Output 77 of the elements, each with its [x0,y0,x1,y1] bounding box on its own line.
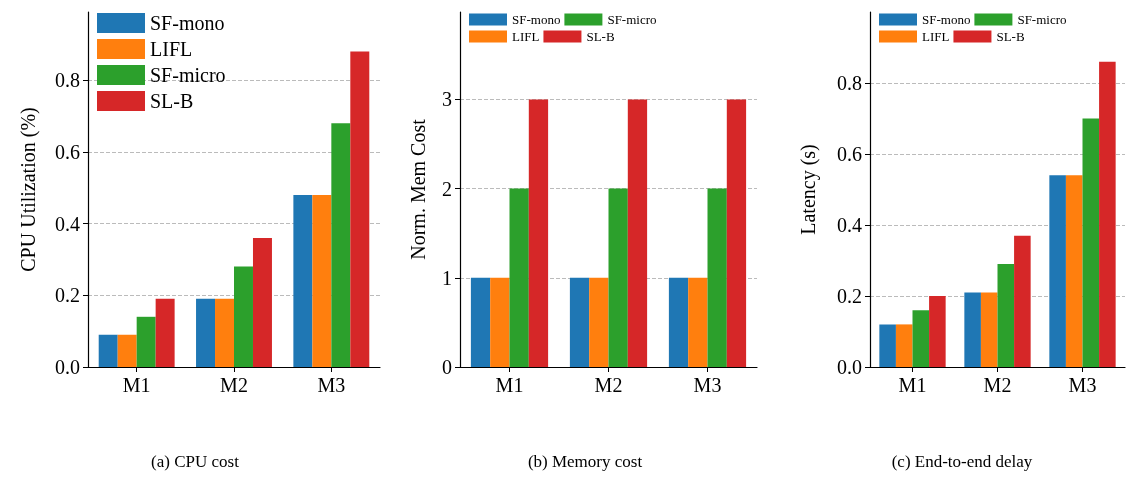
legend-label: SL-B [996,29,1025,44]
legend-label: LIFL [150,38,193,60]
bar [1065,175,1083,367]
x-tick-label: M2 [594,374,623,396]
x-tick-label: M2 [220,374,248,396]
bar [252,237,272,367]
x-tick-label: M2 [983,374,1012,396]
bar [929,296,946,367]
x-tick-label: M3 [317,374,346,396]
bar [964,292,981,367]
legend-label: SF-mono [922,12,971,27]
y-tick-label: 0 [442,356,452,378]
y-tick-label: 0.2 [837,285,862,307]
bar [117,334,137,367]
y-tick-label: 0.4 [55,212,80,235]
bar [509,188,529,367]
bar [1049,175,1066,367]
legend-label: LIFL [922,29,950,44]
y-tick-label: 0.6 [55,140,80,163]
bar [470,277,491,367]
bar [1099,61,1116,367]
y-tick-label: 0.8 [55,69,80,92]
x-tick-label: M1 [122,374,151,396]
bar [1082,118,1100,367]
bar [912,310,930,367]
bar [1014,235,1031,367]
y-tick-label: 0.8 [837,72,862,94]
legend-label: SF-micro [607,12,657,27]
bar [895,324,913,367]
y-tick-label: 0.6 [837,143,862,165]
bar [569,277,590,367]
bar [589,277,609,367]
y-tick-label: 2 [442,177,452,200]
legend-label: SL-B [586,29,615,44]
bar [196,298,216,367]
legend-label: LIFL [512,29,540,44]
text: (a) CPU cost [151,452,240,471]
y-axis-title: CPU Utilization (%) [17,107,40,272]
legend-label: SF-micro [150,64,226,86]
bar [331,123,351,367]
bar [215,298,234,367]
bar [997,264,1015,367]
x-tick-label: M3 [693,374,722,396]
bar [668,277,689,367]
y-axis-title: Latency (s) [797,144,820,235]
text: (b) Memory cost [527,452,643,471]
bar [879,324,896,367]
bar [490,277,510,367]
bar [350,51,370,367]
text: (c) End-to-end delay [891,452,1033,471]
legend-label: SL-B [150,90,194,112]
y-tick-label: 0.2 [55,284,80,307]
legend-label: SF-mono [150,12,225,34]
y-axis-title: Norm. Mem Cost [407,118,429,260]
y-tick-label: 3 [442,88,452,111]
bar [136,316,156,367]
y-tick-label: 1 [442,266,452,289]
y-tick-label: 0.0 [55,356,80,378]
bar [234,266,253,367]
bar [98,334,118,367]
bar [707,188,727,367]
x-tick-label: M3 [1068,374,1097,396]
y-tick-label: 0.4 [837,214,862,236]
bar [726,99,747,367]
bar [608,188,628,367]
bar [293,194,313,367]
bar [155,298,175,367]
bar [980,292,998,367]
bar [312,194,332,367]
legend-label: SF-mono [512,12,561,27]
y-tick-label: 0.0 [837,356,862,378]
legend-label: SF-micro [1017,12,1067,27]
bar [528,99,549,367]
x-tick-label: M1 [898,374,927,396]
bar [688,277,708,367]
bar [627,99,648,367]
x-tick-label: M1 [495,374,524,396]
